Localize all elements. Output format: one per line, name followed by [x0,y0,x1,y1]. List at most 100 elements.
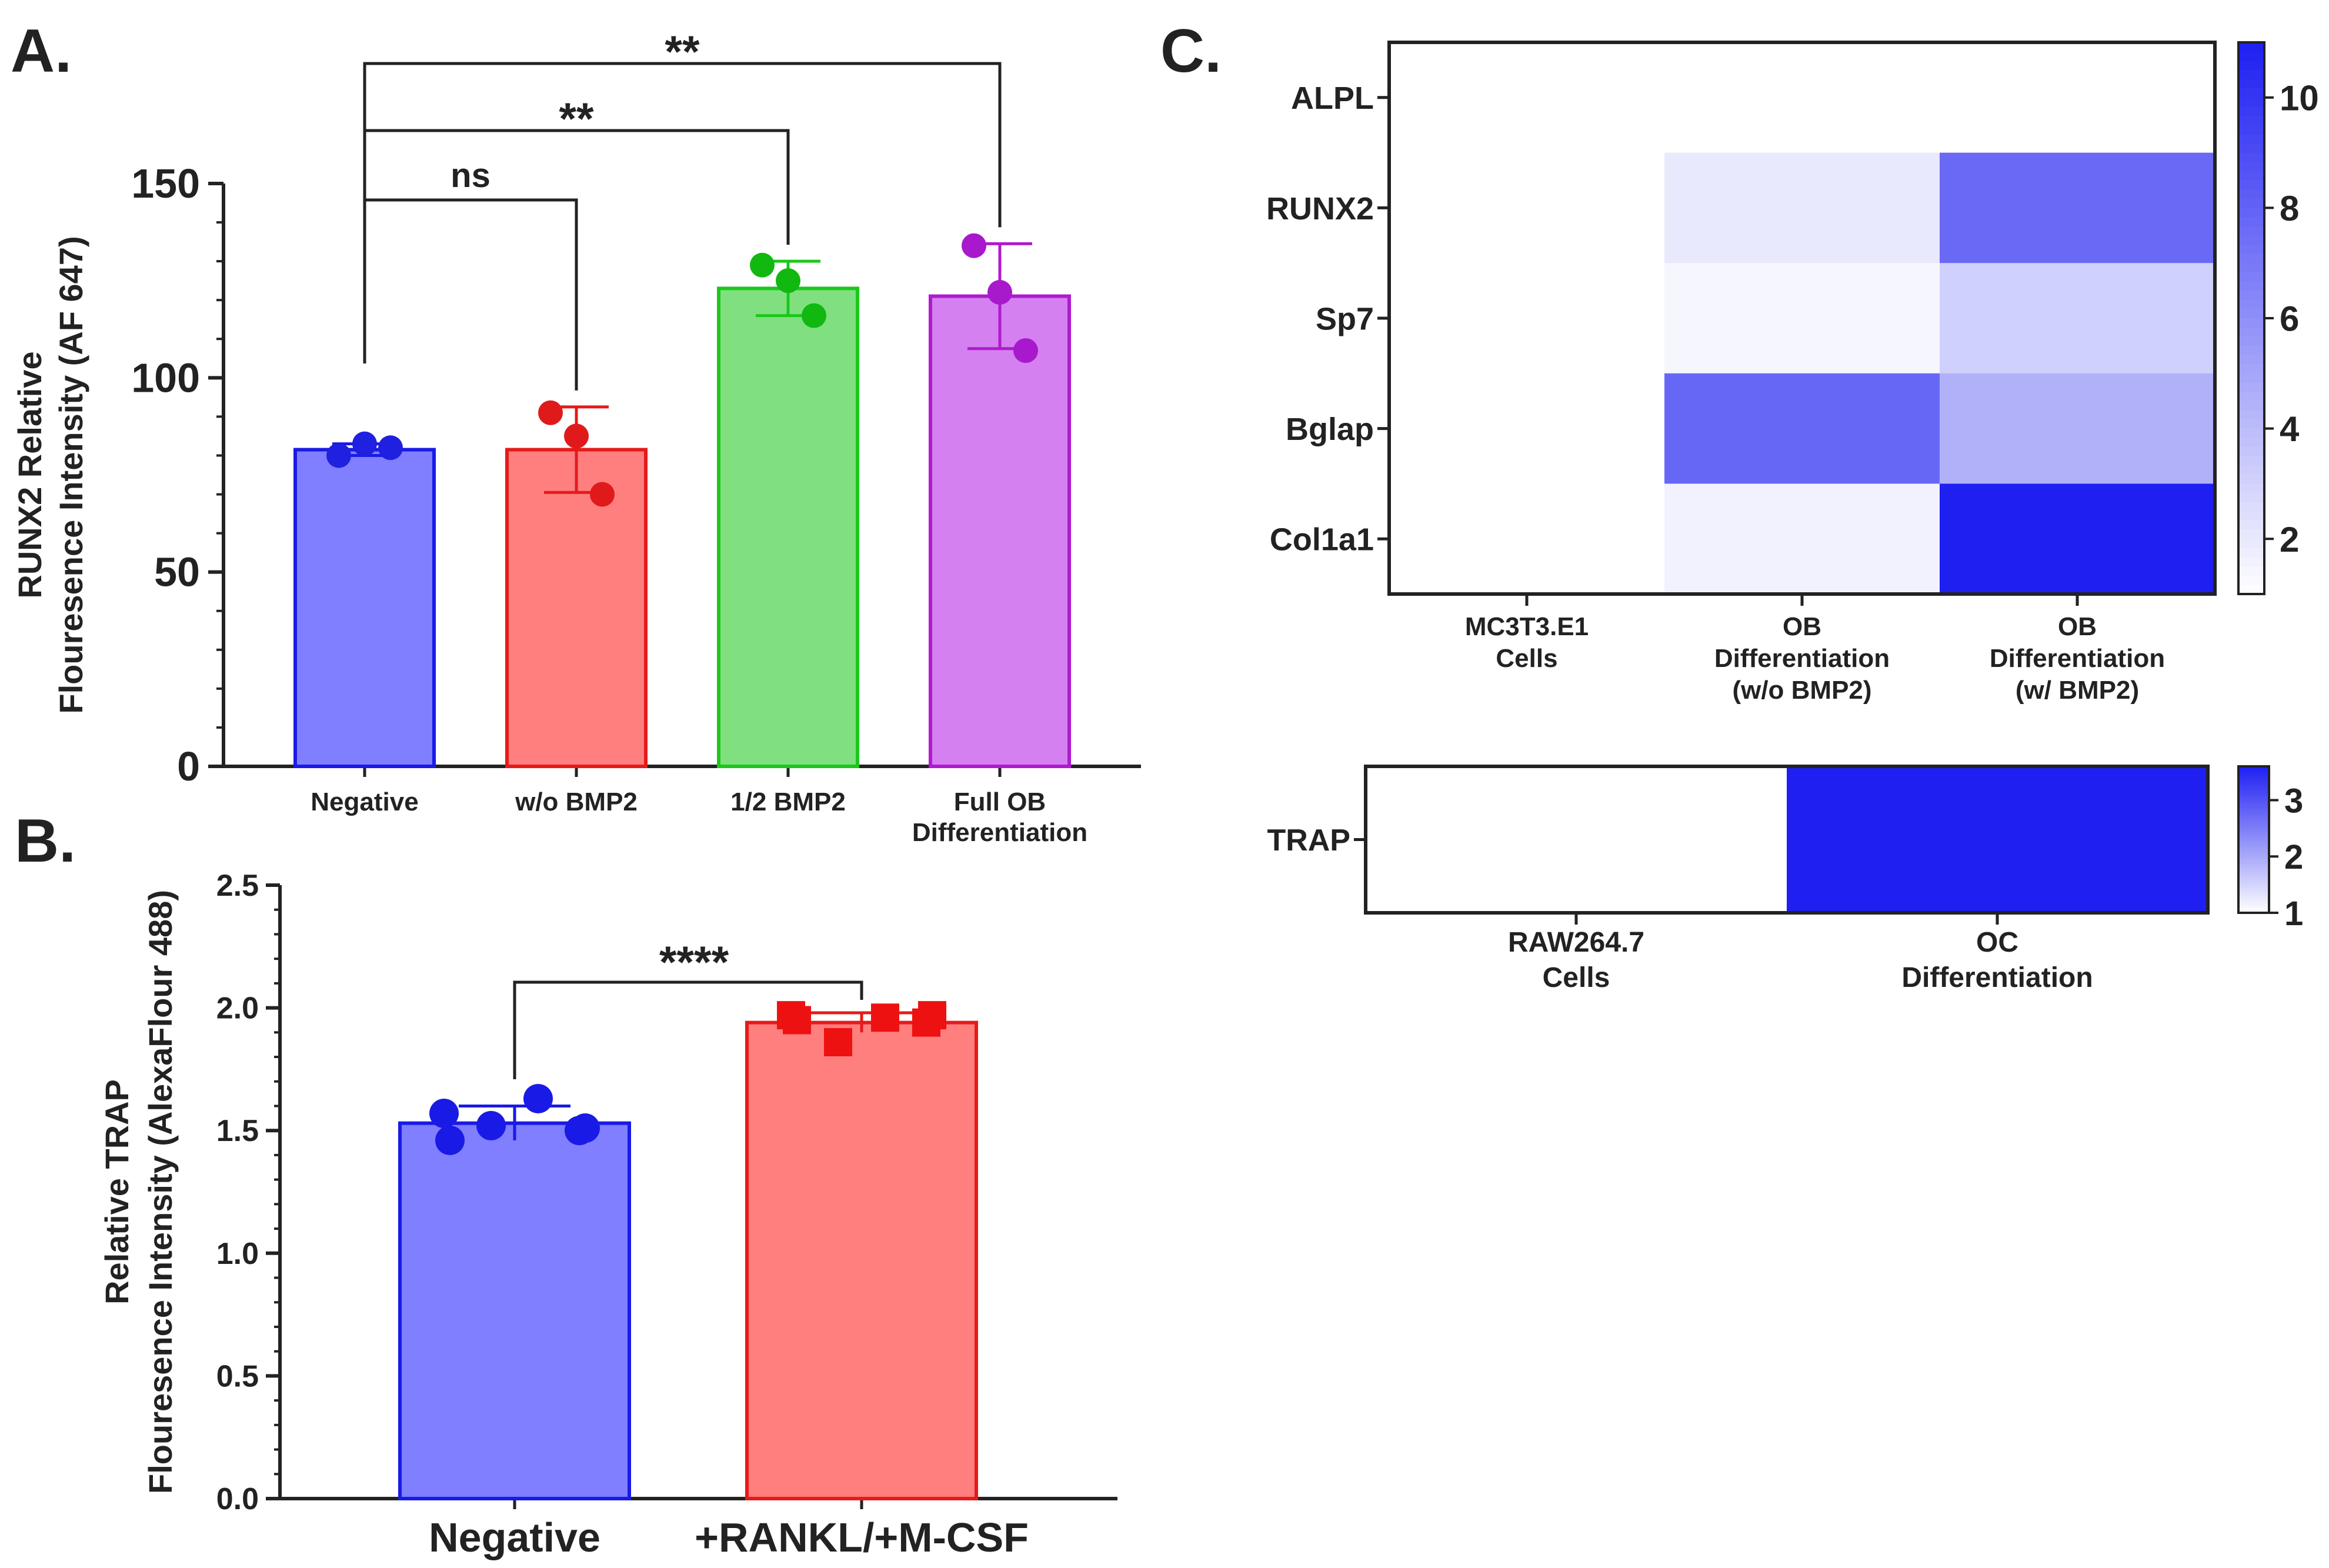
y-tick-label: 1.0 [216,1237,259,1271]
y-axis-label-line: Flouresence Intensity (AF 647) [52,236,89,713]
colorbar-segment [2238,171,2264,181]
colorbar-segment [2238,162,2264,172]
colorbar-segment [2238,180,2264,190]
bar [398,1121,631,1500]
data-point [378,435,403,461]
colorbar-segment [2238,844,2269,848]
colorbar-segment [2238,832,2269,835]
x-tick-label: Full OB Differentiation [912,788,1087,847]
colorbar-segment [2238,336,2264,346]
colorbar-segment [2238,143,2264,154]
heatmap-cell [1664,373,1940,484]
colorbar-segment [2238,827,2269,830]
row-label: TRAP [1267,823,1350,858]
x-tick-label-line: Full OB [954,788,1046,816]
column-label-line: Differentiation [1990,644,2165,673]
x-tick-label: 1/2 BMP2 [730,788,846,816]
significance-bracket [363,198,578,391]
y-tick-label: 100 [131,355,200,401]
data-point [590,482,615,507]
colorbar-segment [2238,837,2269,840]
colorbar-segment [2238,116,2264,126]
y-axis-label: RUNX2 Relative Flouresence Intensity (AF … [11,236,89,713]
significance-label: ns [451,156,491,195]
column-label-line: OB [1783,612,1821,641]
colorbar-segment [2238,235,2264,245]
colorbar-tick-label: 1 [2284,895,2303,933]
colorbar-segment [2238,189,2264,199]
bar [929,294,1071,768]
colorbar-segment [2238,815,2269,818]
colorbar-segment [2238,299,2264,309]
colorbar-segment [2238,585,2264,595]
heatmap-frame [1364,765,2210,915]
y-tick-label: 50 [154,549,200,595]
colorbar-tick-label: 10 [2280,78,2319,118]
colorbar-segment [2238,769,2269,772]
colorbar-segment [2238,502,2264,512]
colorbar-segment [2238,272,2264,282]
colorbar-segment [2238,428,2264,438]
colorbar-segment [2238,820,2269,823]
colorbar-segment [2238,771,2269,775]
significance-label: **** [659,938,729,987]
colorbar-segment [2238,800,2269,803]
y-tick-label: 2.0 [216,992,259,1026]
colorbar-tick-label: 3 [2284,782,2303,820]
colorbar-frame [2237,765,2270,914]
heatmap-cell [1787,766,2208,913]
colorbar-segment [2238,575,2264,585]
data-point [783,1006,811,1035]
column-label: OB Differentiation (w/ BMP2) [1990,612,2165,705]
bar [293,448,436,768]
colorbar-segment [2238,881,2269,884]
y-tick-label: 0.5 [216,1359,259,1393]
y-tick-label: 0 [177,743,200,789]
data-point [1013,338,1038,363]
colorbar-segment [2238,805,2269,809]
bar [717,286,859,768]
colorbar-segment [2238,226,2264,236]
panel-label-a: A. [11,17,72,85]
colorbar-segment [2238,839,2269,843]
colorbar-segment [2238,864,2269,867]
colorbar-segment [2238,382,2264,392]
colorbar-segment [2238,798,2269,801]
colorbar-segment [2238,869,2269,872]
column-label: OB Differentiation (w/o BMP2) [1714,612,1890,705]
colorbar-segment [2238,818,2269,820]
colorbar-segment [2238,557,2264,567]
x-tick-label-line: Negative [311,788,418,816]
colorbar-segment [2238,795,2269,799]
colorbar-segment [2238,890,2269,894]
colorbar-segment [2238,822,2269,826]
colorbar-segment [2238,520,2264,531]
colorbar-segment [2238,244,2264,255]
column-label-line: Differentiation [1901,962,2093,993]
heatmap-cell [1389,483,1665,595]
colorbar-segment [2238,373,2264,383]
colorbar-segment [2238,392,2264,402]
data-point [918,1001,946,1030]
column-label: RAW264.7 Cells [1508,927,1644,993]
colorbar-segment [2238,886,2269,889]
trap-expression-heatmap: TRAP RAW264.7 Cells OC Differentiation 1 2 3 [1267,765,2303,993]
heatmap-cell [1664,263,1940,374]
colorbar-segment [2238,778,2269,782]
colorbar-segment [2238,410,2264,420]
colorbar-segment [2238,134,2264,144]
heatmap-cell [1664,152,1940,263]
colorbar-segment [2238,106,2264,116]
row-label: Col1a1 [1270,522,1374,558]
y-tick-label: 0.0 [216,1482,259,1516]
heatmap-cell [1940,152,2215,263]
colorbar-tick-label: 2 [2284,838,2303,876]
colorbar-segment [2238,88,2264,98]
colorbar-segment [2238,493,2264,503]
colorbar-segment [2238,903,2269,906]
runx2-bar-chart: 0 50 100 150 RUNX2 Relative Flouresence Inten… [11,27,1141,847]
colorbar-segment [2238,849,2269,852]
heatmap-cell [1940,373,2215,484]
significance-bracket [363,62,1002,363]
column-label-line: RAW264.7 [1508,927,1644,958]
